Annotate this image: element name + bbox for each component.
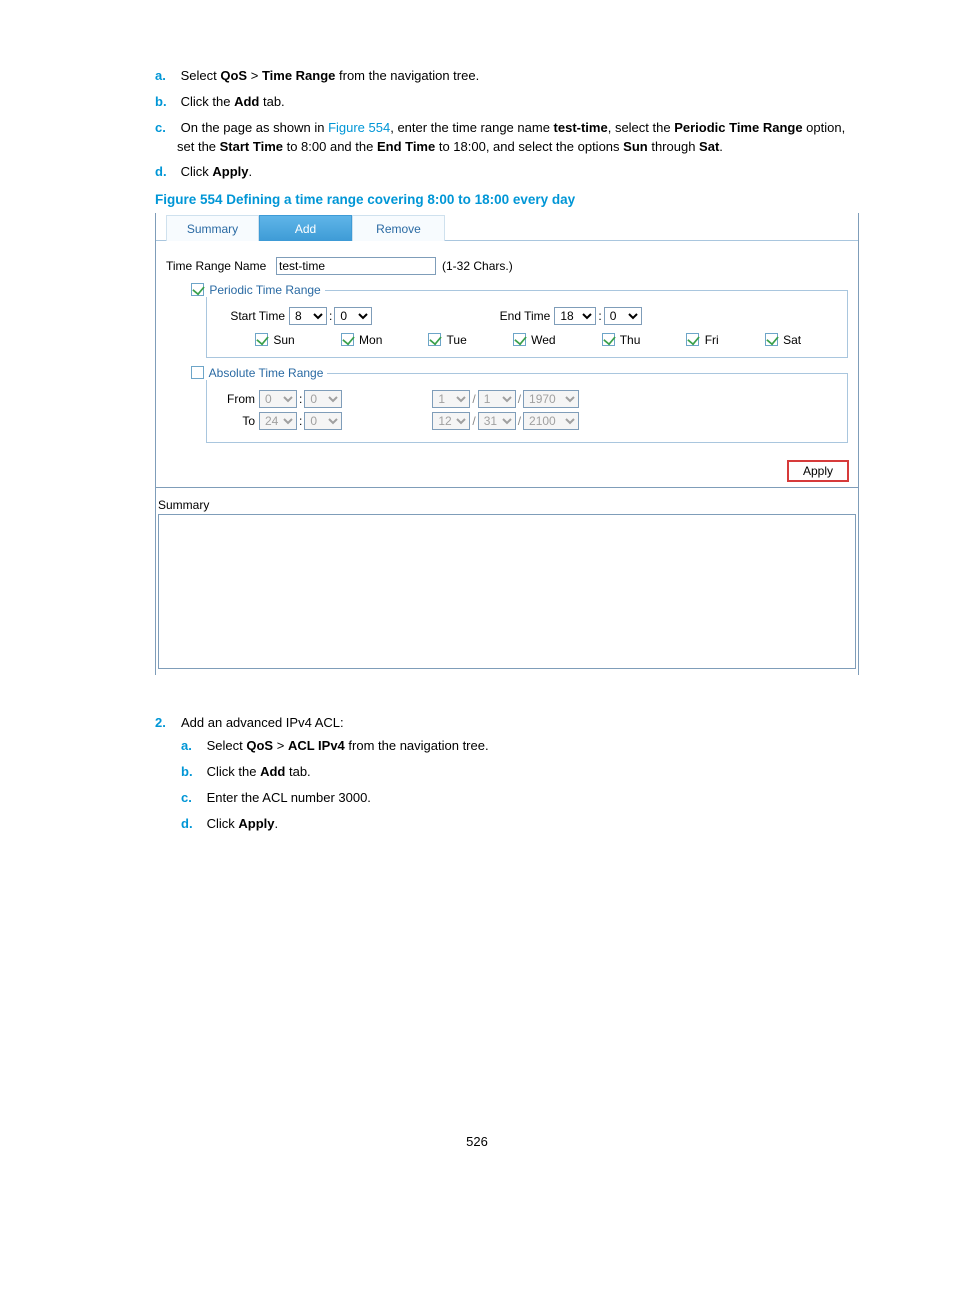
summary-textarea[interactable] — [158, 514, 856, 669]
step-b: b. Click the Add tab. — [177, 93, 859, 112]
from-year: 1970 — [523, 390, 579, 408]
step2-c: c. Enter the ACL number 3000. — [203, 789, 859, 808]
cb-thu[interactable] — [602, 333, 615, 346]
marker-d: d. — [155, 163, 177, 182]
name-hint: (1-32 Chars.) — [442, 259, 513, 273]
figure-caption: Figure 554 Defining a time range coverin… — [155, 192, 859, 207]
apply-button[interactable]: Apply — [788, 461, 848, 481]
absolute-checkbox[interactable] — [191, 366, 204, 379]
to-label: To — [217, 414, 255, 428]
step2-number: 2. — [155, 715, 181, 730]
tab-remove[interactable]: Remove — [352, 215, 445, 241]
from-label: From — [217, 392, 255, 406]
absolute-group: Absolute Time Range From 0 : 0 1 / 1 / 1… — [206, 366, 848, 443]
cb-wed[interactable] — [513, 333, 526, 346]
step2-b: b. Click the Add tab. — [203, 763, 859, 782]
from-min: 0 — [304, 390, 342, 408]
name-label: Time Range Name — [166, 259, 276, 273]
step-a: a. Select QoS > Time Range from the navi… — [177, 67, 859, 86]
screenshot-panel: Summary Add Remove Time Range Name (1-32… — [155, 213, 859, 675]
cb-fri[interactable] — [686, 333, 699, 346]
cb-sun[interactable] — [255, 333, 268, 346]
end-hour[interactable]: 18 — [554, 307, 596, 325]
end-min[interactable]: 0 — [604, 307, 642, 325]
name-input[interactable] — [276, 257, 436, 275]
figure-link[interactable]: Figure 554 — [328, 120, 390, 135]
step1-substeps: a. Select QoS > Time Range from the navi… — [155, 67, 859, 182]
to-month: 12 — [432, 412, 470, 430]
to-year: 2100 — [523, 412, 579, 430]
page-number: 526 — [95, 1134, 859, 1149]
name-row: Time Range Name (1-32 Chars.) — [166, 257, 848, 275]
cb-mon[interactable] — [341, 333, 354, 346]
days-row: Sun Mon Tue Wed Thu Fri Sat — [255, 333, 837, 347]
start-label: Start Time — [217, 309, 285, 323]
absolute-legend: Absolute Time Range — [187, 366, 327, 380]
from-hour: 0 — [259, 390, 297, 408]
from-month: 1 — [432, 390, 470, 408]
start-min[interactable]: 0 — [334, 307, 372, 325]
step2-d: d. Click Apply. — [203, 815, 859, 834]
to-hour: 24 — [259, 412, 297, 430]
step-d: d. Click Apply. — [177, 163, 859, 182]
from-day: 1 — [478, 390, 516, 408]
marker-a: a. — [155, 67, 177, 86]
tab-add[interactable]: Add — [259, 215, 352, 241]
periodic-group: Periodic Time Range Start Time 8 : 0 End… — [206, 283, 848, 358]
step2: 2. Add an advanced IPv4 ACL: a. Select Q… — [155, 715, 859, 833]
marker-b: b. — [155, 93, 177, 112]
step-c: c. On the page as shown in Figure 554, e… — [177, 119, 859, 157]
periodic-legend: Periodic Time Range — [187, 283, 325, 297]
to-day: 31 — [478, 412, 516, 430]
tab-summary[interactable]: Summary — [166, 215, 259, 241]
step2-title: Add an advanced IPv4 ACL: — [181, 715, 344, 730]
to-min: 0 — [304, 412, 342, 430]
tabs-row: Summary Add Remove — [156, 213, 858, 241]
marker-c: c. — [155, 119, 177, 138]
start-hour[interactable]: 8 — [289, 307, 327, 325]
end-label: End Time — [482, 309, 550, 323]
cb-sat[interactable] — [765, 333, 778, 346]
cb-tue[interactable] — [428, 333, 441, 346]
step2-a: a. Select QoS > ACL IPv4 from the naviga… — [203, 737, 859, 756]
periodic-checkbox[interactable] — [191, 283, 204, 296]
summary-label: Summary — [158, 498, 856, 512]
